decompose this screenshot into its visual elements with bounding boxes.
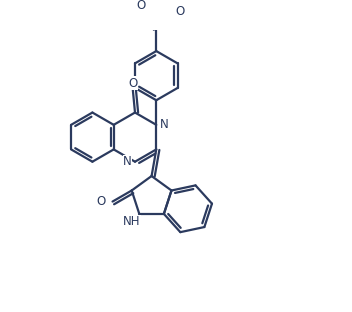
Text: N: N <box>159 118 168 131</box>
Text: O: O <box>176 5 185 18</box>
Text: O: O <box>96 195 106 208</box>
Text: N: N <box>123 155 132 168</box>
Text: O: O <box>128 77 137 90</box>
Text: O: O <box>136 0 145 12</box>
Text: NH: NH <box>122 215 140 228</box>
